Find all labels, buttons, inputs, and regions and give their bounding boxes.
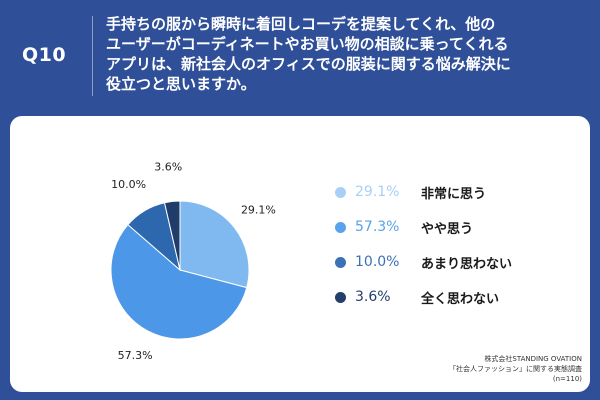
question-line: 手持ちの服から瞬時に着回しコーデを提案してくれ、他の xyxy=(106,15,496,33)
question-line: ユーザーがコーディネートやお買い物の相談に乗ってくれる xyxy=(106,35,509,53)
legend-item-very-much: 29.1% 非常に思う xyxy=(335,180,486,204)
legend-label: 非常に思う xyxy=(421,186,487,202)
question-line: 役立つと思いますか。 xyxy=(106,75,256,93)
pie-chart: 29.1% 57.3% 10.0% 3.6% xyxy=(110,161,276,362)
pie-slice-not-at-all xyxy=(163,200,181,271)
source-note: 株式会社STANDING OVATION 「社会人ファッション」に関する実態調査… xyxy=(449,354,582,384)
pie-label-not-much: 10.0% xyxy=(111,178,146,191)
pie-label-very-much: 29.1% xyxy=(241,204,276,217)
source-sample-size: (n=110) xyxy=(552,375,582,383)
pie-slice-somewhat xyxy=(110,223,248,340)
question-number: Q10 xyxy=(22,44,67,66)
source-company: 株式会社STANDING OVATION xyxy=(484,355,582,363)
legend-item-not-much: 10.0% あまり思わない xyxy=(335,250,512,274)
legend-item-somewhat: 57.3% やや思う xyxy=(335,215,473,239)
legend-percent: 57.3% xyxy=(355,219,400,235)
pie-label-not-at-all: 3.6% xyxy=(154,161,182,174)
legend-label: 全く思わない xyxy=(421,291,500,307)
legend-label: あまり思わない xyxy=(421,256,513,272)
legend-swatch xyxy=(335,221,346,233)
legend-swatch xyxy=(335,291,346,303)
question-line: アプリは、新社会人のオフィスでの服装に関する悩み解決に xyxy=(106,55,511,73)
chart-panel: 29.1% 57.3% 10.0% 3.6% 29.1% 非常に思う 57.3% やや… xyxy=(10,116,590,392)
pie-slice-very-much xyxy=(179,200,250,289)
legend-percent: 10.0% xyxy=(355,254,400,270)
legend-percent: 29.1% xyxy=(355,184,400,200)
legend-swatch xyxy=(335,256,346,268)
header: Q10 手持ちの服から瞬時に着回しコーデを提案してくれ、他の ユーザーがコーディ… xyxy=(0,0,600,112)
legend-percent: 3.6% xyxy=(355,289,391,305)
source-survey: 「社会人ファッション」に関する実態調査 xyxy=(449,365,582,373)
legend-swatch xyxy=(335,186,346,198)
question-text: 手持ちの服から瞬時に着回しコーデを提案してくれ、他の ユーザーがコーディネートや… xyxy=(106,14,588,94)
legend-label: やや思う xyxy=(421,221,474,237)
header-divider xyxy=(92,16,93,96)
pie-label-somewhat: 57.3% xyxy=(118,349,153,362)
legend-item-not-at-all: 3.6% 全く思わない xyxy=(335,285,499,309)
